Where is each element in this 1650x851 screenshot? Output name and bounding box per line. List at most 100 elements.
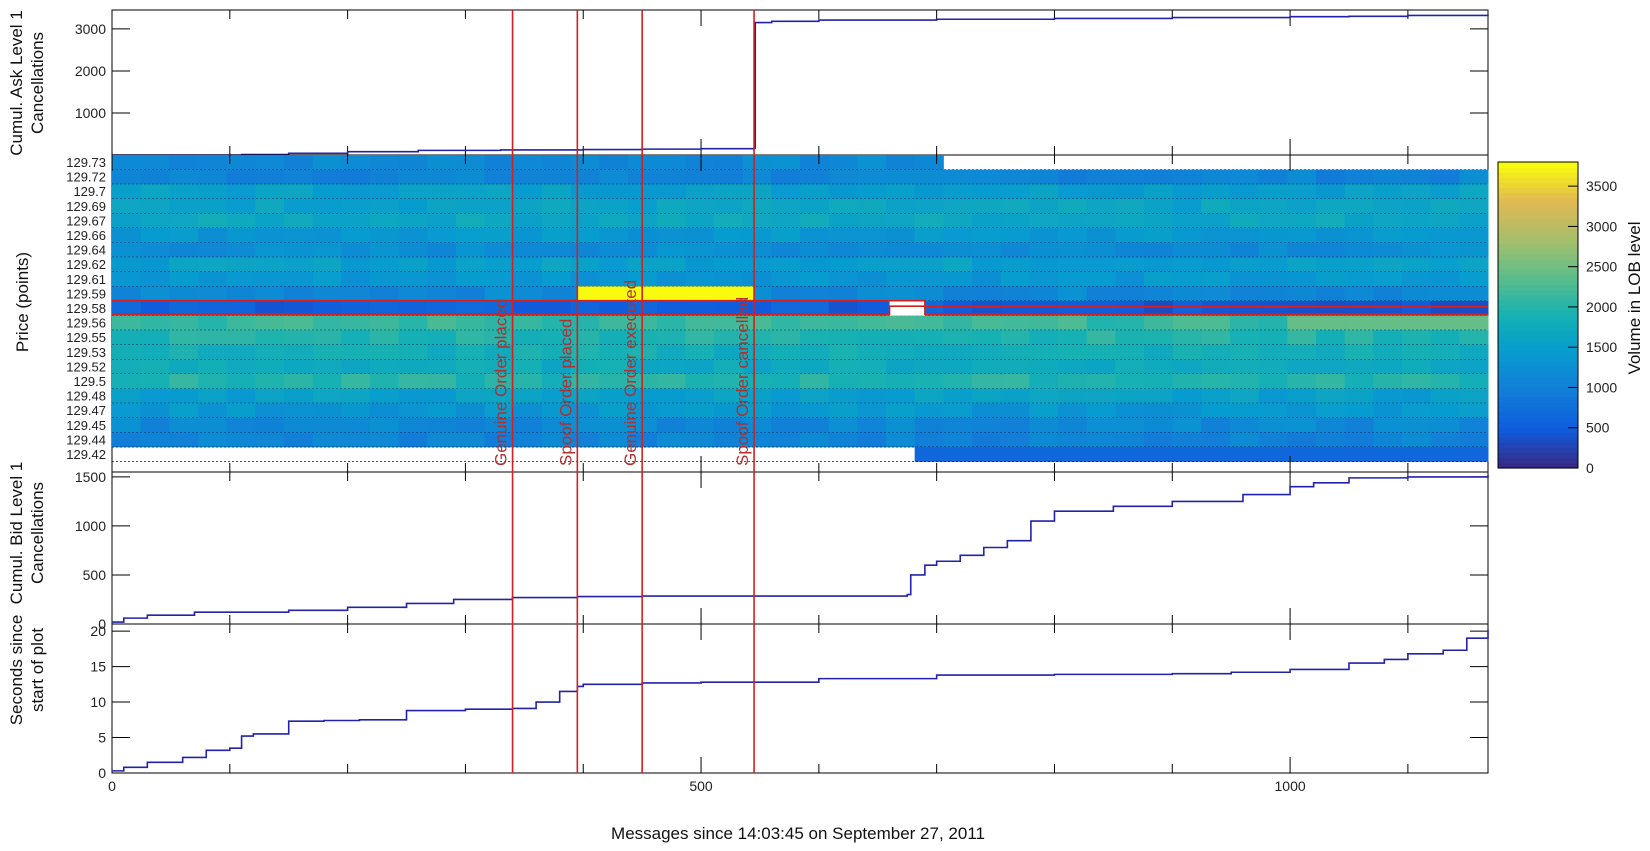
heat-cell: [1201, 257, 1231, 273]
heat-cell: [542, 301, 572, 316]
heat-cell: [886, 432, 916, 448]
heat-cell: [1430, 315, 1460, 331]
colorbar-tick-label: 1500: [1586, 339, 1617, 355]
heat-cell: [398, 242, 428, 258]
heat-cell: [284, 432, 314, 448]
heat-cell: [398, 257, 428, 273]
heat-cell: [226, 359, 256, 375]
heat-cell: [1144, 286, 1174, 302]
heat-cell: [972, 169, 1002, 185]
heat-cell: [828, 169, 858, 185]
heat-cell: [1058, 374, 1088, 389]
heat-cell: [828, 213, 858, 229]
heat-cell: [685, 228, 715, 243]
heat-cell: [1230, 169, 1260, 185]
heat-cell: [1459, 301, 1489, 316]
heat-cell: [513, 344, 543, 360]
heat-cell: [771, 286, 801, 302]
heat-cell: [198, 184, 228, 200]
heat-cell: [828, 228, 858, 243]
price-tick-label: 129.48: [66, 389, 106, 404]
ask-ylabel-line2: Cancellations: [28, 32, 47, 134]
colorbar-band: [1498, 417, 1578, 423]
heat-cell: [685, 198, 715, 214]
heat-cell: [1029, 169, 1059, 185]
heat-cell: [771, 403, 801, 419]
heat-cell: [943, 257, 973, 273]
heat-cell: [570, 257, 600, 273]
heat-cell: [542, 330, 572, 346]
heat-cell: [255, 374, 285, 389]
heat-cell: [599, 228, 629, 243]
heat-cell: [800, 184, 830, 200]
heat-cell: [255, 330, 285, 346]
heat-cell: [226, 286, 256, 302]
heat-cell: [370, 301, 400, 316]
heat-cell: [570, 155, 600, 170]
heat-cell: [742, 403, 772, 419]
heat-cell: [1258, 403, 1288, 419]
heat-cell: [943, 286, 973, 302]
heat-cell: [542, 417, 572, 433]
heat-cell: [914, 242, 944, 258]
heat-cell: [542, 213, 572, 229]
heat-cell: [714, 184, 744, 200]
heat-cell: [112, 169, 142, 185]
heat-cell: [370, 228, 400, 243]
price-tick-label: 129.53: [66, 345, 106, 360]
heat-cell: [1287, 447, 1317, 462]
heat-cell: [198, 242, 228, 258]
heat-cell: [341, 169, 371, 185]
heat-cell: [312, 330, 342, 346]
heat-cell: [1373, 257, 1403, 273]
heat-cell: [1000, 330, 1030, 346]
heat-cell: [1287, 344, 1317, 360]
heat-cell: [1344, 388, 1374, 404]
heat-cell: [1459, 374, 1489, 389]
heat-cell: [513, 286, 543, 302]
heat-cell: [427, 359, 457, 375]
heat-cell: [1373, 315, 1403, 331]
heat-cell: [599, 403, 629, 419]
heat-cell: [112, 315, 142, 331]
heat-cell: [828, 257, 858, 273]
heat-cell: [1201, 447, 1231, 462]
heat-cell: [255, 388, 285, 404]
heat-cell: [914, 271, 944, 287]
heat-cell: [1144, 432, 1174, 448]
heat-cell: [1344, 257, 1374, 273]
heat-cell: [112, 344, 142, 360]
heat-cell: [484, 417, 514, 433]
heat-cell: [1201, 403, 1231, 419]
heat-cell: [1029, 359, 1059, 375]
colorbar-band: [1498, 207, 1578, 214]
heat-cell: [427, 169, 457, 185]
heat-cell: [513, 184, 543, 200]
heat-cell: [1000, 169, 1030, 185]
heat-cell: [140, 403, 170, 419]
heat-cell: [513, 271, 543, 287]
heat-cell: [484, 155, 514, 170]
heat-cell: [484, 271, 514, 287]
y-tick-label: 10: [90, 694, 106, 710]
heat-cell: [226, 344, 256, 360]
heat-cell: [370, 403, 400, 419]
heat-cell: [255, 155, 285, 170]
heat-cell: [599, 155, 629, 170]
heat-cell: [169, 388, 199, 404]
heat-cell: [828, 315, 858, 331]
heat-cell: [886, 315, 916, 331]
heat-cell: [1115, 315, 1145, 331]
heat-cell: [341, 184, 371, 200]
heat-cell: [284, 155, 314, 170]
heat-cell: [599, 184, 629, 200]
heat-cell: [456, 257, 486, 273]
heat-cell: [1402, 271, 1432, 287]
heat-cell: [1316, 417, 1346, 433]
heat-cell: [1316, 286, 1346, 302]
heat-cell: [1258, 169, 1288, 185]
heat-cell: [1201, 213, 1231, 229]
heat-cell: [1402, 447, 1432, 462]
heat-cell: [972, 432, 1002, 448]
heat-cell: [198, 403, 228, 419]
